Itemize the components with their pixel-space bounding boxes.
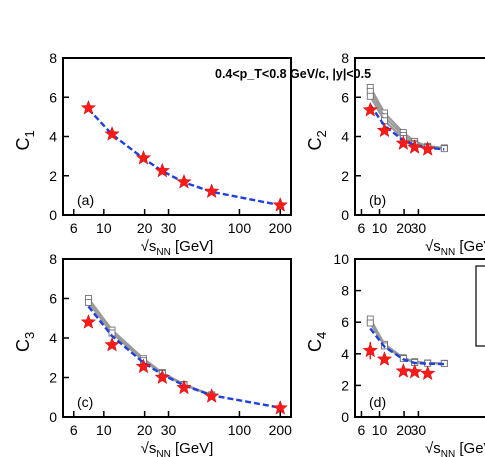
y-tick-label: 8 xyxy=(341,50,349,66)
x-axis-label: √sNN [GeV] xyxy=(141,440,214,457)
data-point xyxy=(272,400,288,415)
x-tick-label: 20 xyxy=(137,220,153,236)
x-tick-label: 20 xyxy=(396,422,412,438)
data-point xyxy=(80,314,97,329)
y-tick-label: 6 xyxy=(49,89,57,105)
x-tick-label: 20 xyxy=(137,422,153,438)
plot-area xyxy=(362,315,448,381)
model-band-marker xyxy=(84,299,92,306)
y-tick-label: 0 xyxy=(49,409,57,425)
x-tick-label: 6 xyxy=(70,422,78,438)
data-point xyxy=(176,173,192,189)
y-axis-label: C4 xyxy=(305,332,329,352)
y-tick-label: 4 xyxy=(341,129,349,145)
y-tick-label: 6 xyxy=(49,291,57,307)
data-point xyxy=(407,363,423,379)
panel-c: 0 2 4 6 8 6 10 20 30 100 200 C3 √sNN [GeV] (c) xyxy=(13,251,292,457)
data-point xyxy=(362,101,378,117)
plot-area xyxy=(80,99,288,212)
x-axis-label: √sNN [GeV] xyxy=(425,238,485,258)
x-tick-label: 20 xyxy=(396,220,412,236)
model-band-line xyxy=(87,301,213,397)
model-band-marker xyxy=(366,319,374,327)
data-point xyxy=(135,358,152,374)
plot-area xyxy=(80,295,288,415)
x-tick-label: 30 xyxy=(161,422,177,438)
x-tick-label: 30 xyxy=(411,422,427,438)
data-point xyxy=(203,183,220,198)
data-point xyxy=(395,135,412,150)
data-point xyxy=(176,379,192,395)
x-tick-label: 10 xyxy=(96,220,112,236)
y-tick-label: 6 xyxy=(341,89,349,105)
x-axis-label: √sNN [GeV] xyxy=(425,440,485,457)
data-point xyxy=(420,365,436,381)
plot-frame xyxy=(62,258,292,418)
y-tick-label: 8 xyxy=(341,283,349,299)
data-point xyxy=(376,351,393,366)
data-point xyxy=(407,139,423,154)
y-tick-label: 10 xyxy=(333,251,349,267)
y-tick-label: 2 xyxy=(49,370,57,386)
data-point xyxy=(154,369,170,385)
x-tick-label: 30 xyxy=(161,220,177,236)
y-tick-label: 4 xyxy=(49,129,57,145)
legend-box xyxy=(475,265,485,347)
x-tick-label: 10 xyxy=(372,220,388,236)
panel-label: (d) xyxy=(369,394,386,410)
panel-a: 0 2 4 6 8 6 10 20 30 100 200 C1 √sNN [GeV] (a) xyxy=(13,50,292,258)
panel-label: (c) xyxy=(77,394,93,410)
data-point xyxy=(104,126,120,141)
x-tick-label: 30 xyxy=(411,220,427,236)
y-tick-label: 6 xyxy=(341,314,349,330)
model-band-marker xyxy=(366,92,374,100)
y-tick-label: 0 xyxy=(341,207,349,223)
model-dashed-line xyxy=(369,327,445,366)
model-band-line xyxy=(87,297,213,396)
plot-frame xyxy=(354,258,485,418)
panel-label: (a) xyxy=(77,192,94,208)
plot-area xyxy=(362,83,448,156)
plot-frame xyxy=(62,57,292,216)
y-tick-label: 8 xyxy=(49,251,57,267)
x-tick-label: 6 xyxy=(70,220,78,236)
data-point xyxy=(80,99,97,115)
data-point xyxy=(135,150,152,165)
y-tick-label: 2 xyxy=(341,168,349,184)
y-tick-label: 8 xyxy=(49,50,57,66)
data-point xyxy=(362,342,378,358)
y-tick-label: 2 xyxy=(49,168,57,184)
x-tick-label: 100 xyxy=(228,422,252,438)
x-tick-label: 200 xyxy=(269,220,293,236)
x-axis-label: √sNN [GeV] xyxy=(141,238,214,258)
y-tick-label: 4 xyxy=(49,330,57,346)
y-axis-label: C3 xyxy=(13,332,37,352)
x-tick-label: 6 xyxy=(358,220,366,236)
data-point xyxy=(154,162,170,178)
data-point xyxy=(395,363,412,378)
y-tick-label: 0 xyxy=(341,409,349,425)
y-axis-label: C1 xyxy=(13,130,37,150)
y-axis-label: C2 xyxy=(305,130,329,150)
header-text: 0.4<p_T<0.8 GeV/c, |y|<0.5 xyxy=(215,67,371,81)
x-tick-label: 10 xyxy=(372,422,388,438)
data-point xyxy=(272,197,288,212)
x-tick-label: 200 xyxy=(269,422,293,438)
data-point xyxy=(376,122,393,138)
panel-label: (b) xyxy=(369,192,386,208)
y-tick-label: 2 xyxy=(341,377,349,393)
model-dashed-line xyxy=(87,108,281,207)
x-tick-label: 10 xyxy=(96,422,112,438)
model-dashed-line xyxy=(87,305,281,409)
y-tick-label: 4 xyxy=(341,346,349,362)
y-tick-label: 0 xyxy=(49,207,57,223)
x-tick-label: 6 xyxy=(358,422,366,438)
data-point xyxy=(203,388,220,403)
x-tick-label: 100 xyxy=(228,220,252,236)
data-point xyxy=(104,336,120,352)
data-point xyxy=(420,141,436,156)
